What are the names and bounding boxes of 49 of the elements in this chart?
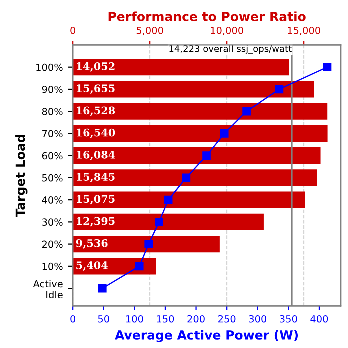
point bbox=[220, 130, 229, 138]
data-label: 15,075 bbox=[77, 195, 115, 205]
point bbox=[164, 196, 173, 204]
y-tick-label: 60% bbox=[42, 152, 63, 160]
x-tick-label: 350 bbox=[280, 315, 298, 323]
x-tick-label: 150 bbox=[157, 315, 174, 323]
data-label: 16,540 bbox=[77, 128, 116, 138]
y-tick-label: 30% bbox=[42, 218, 63, 226]
x-tick-label: 200 bbox=[188, 315, 205, 323]
y-tick-label: 100% bbox=[36, 64, 63, 72]
point bbox=[323, 63, 332, 72]
y-tick-label: 10% bbox=[42, 262, 63, 270]
data-label: 15,845 bbox=[77, 173, 115, 183]
data-label: 16,084 bbox=[77, 150, 116, 160]
x-tick-label: 300 bbox=[249, 315, 267, 323]
point bbox=[155, 218, 164, 226]
x2-tick-label: 5,000 bbox=[136, 26, 164, 36]
y-tick-label: 50% bbox=[42, 174, 63, 182]
x2-tick-label: 0 bbox=[70, 26, 76, 34]
point bbox=[275, 85, 284, 94]
data-label: 9,536 bbox=[76, 239, 108, 249]
x2-tick-label: 15,000 bbox=[288, 26, 320, 36]
y-tick-label: 20% bbox=[42, 240, 63, 248]
y-tick-label: 90% bbox=[42, 86, 63, 94]
data-label: 5,404 bbox=[76, 262, 108, 272]
point bbox=[182, 174, 191, 182]
point bbox=[144, 240, 154, 248]
y-tick-label: Active Idle bbox=[33, 280, 63, 299]
x2-tick-label: 10,000 bbox=[211, 26, 244, 36]
x-axis-title: Average Active Power (W) bbox=[115, 330, 298, 342]
x-tick-label: 50 bbox=[98, 315, 110, 323]
data-label: 16,528 bbox=[77, 106, 116, 116]
data-label: 15,655 bbox=[77, 84, 115, 94]
x-tick-label: 400 bbox=[310, 315, 328, 323]
y-axis-title: Target Load bbox=[16, 135, 28, 218]
y-tick-label: 70% bbox=[42, 130, 63, 138]
data-label: 12,395 bbox=[77, 217, 115, 227]
x2-axis-title: Performance to Power Ratio bbox=[108, 12, 306, 22]
point bbox=[98, 284, 107, 293]
y-tick-label: 40% bbox=[42, 196, 63, 204]
point bbox=[135, 262, 144, 271]
ref-line-label: 14,223 overall ssj_ops/watt bbox=[170, 45, 292, 54]
x-tick-label: 100 bbox=[126, 315, 144, 323]
x-tick-label: 250 bbox=[218, 315, 236, 323]
point bbox=[242, 107, 251, 116]
x-tick-label: 0 bbox=[70, 315, 76, 323]
data-label: 14,052 bbox=[77, 62, 115, 72]
y-tick-label: 80% bbox=[42, 108, 63, 116]
point bbox=[202, 152, 211, 160]
